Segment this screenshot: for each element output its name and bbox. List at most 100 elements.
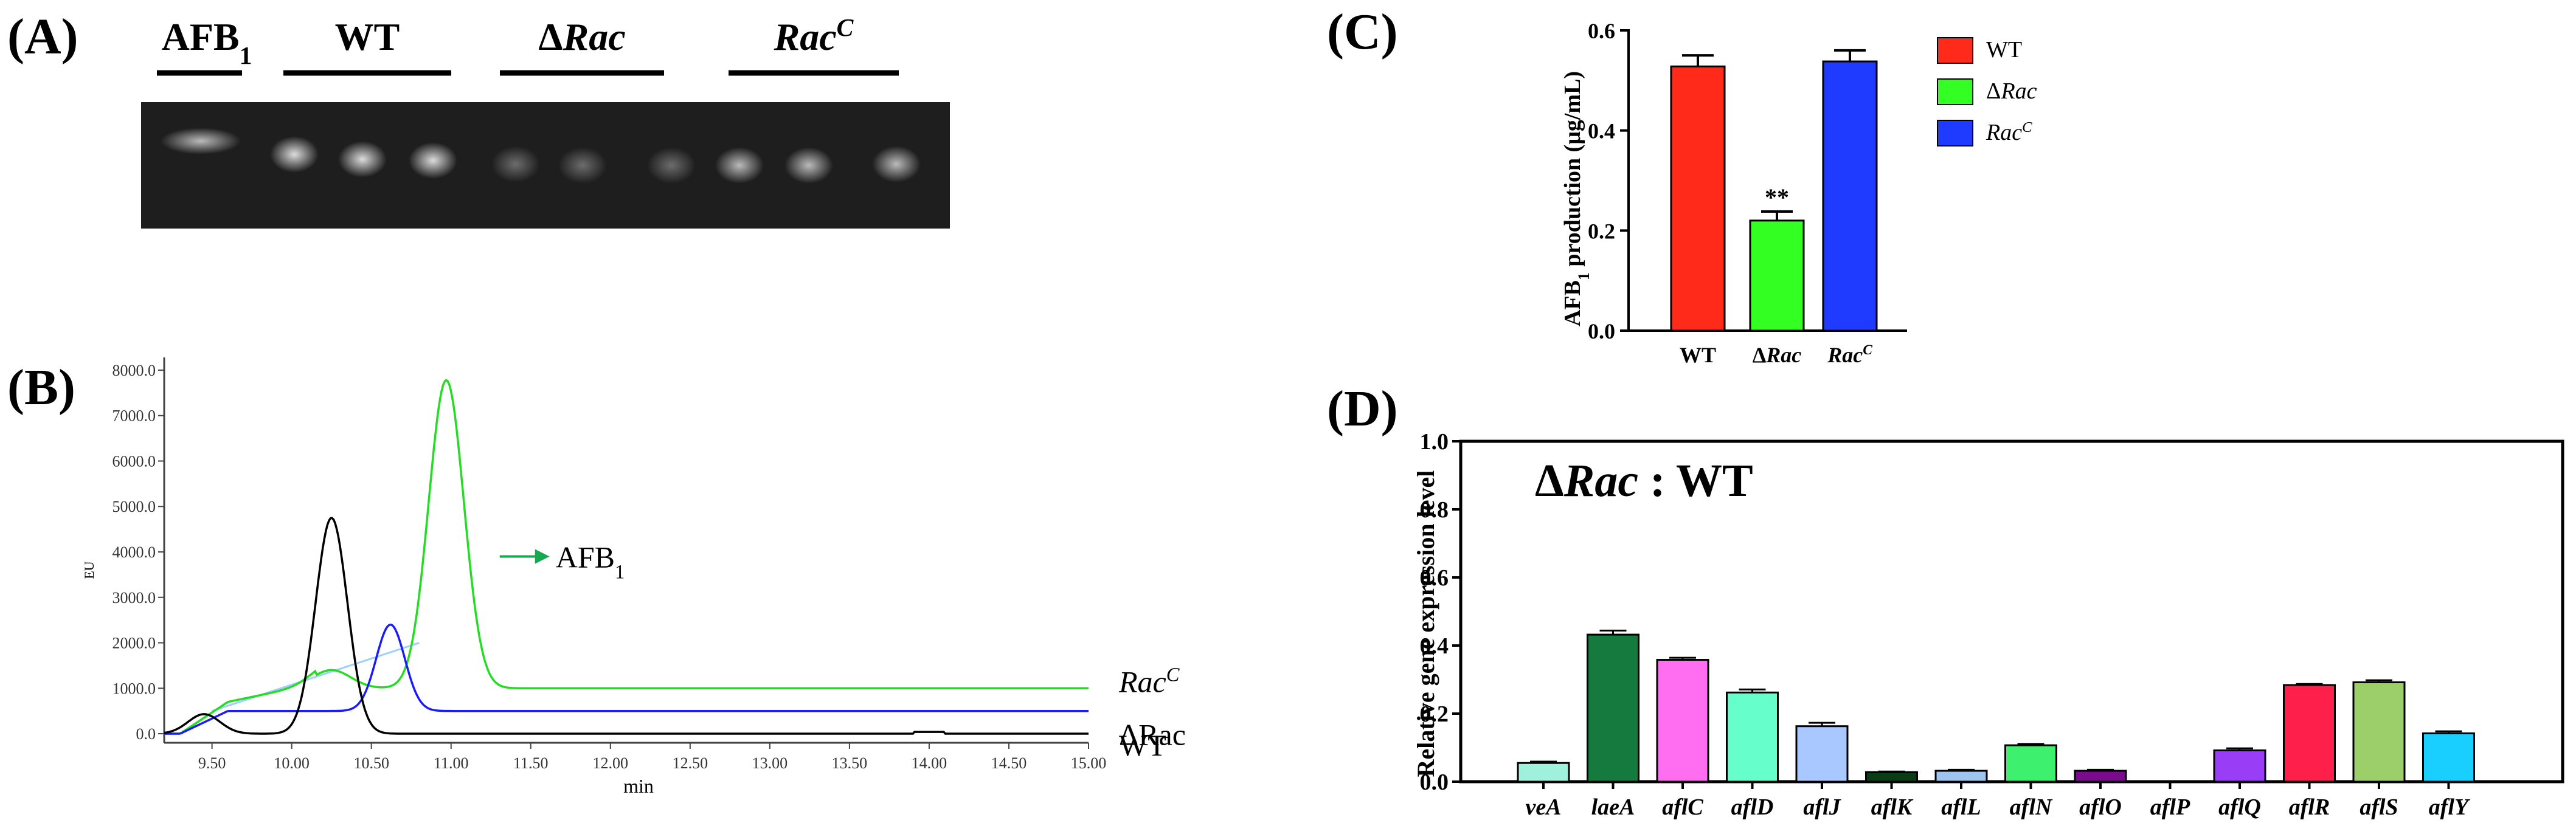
bar-wt <box>1670 65 1726 332</box>
y-axis-title: Relative gene expression level <box>1412 470 1439 777</box>
y-tick-label: 3000.0 <box>113 589 156 607</box>
chromatogram-chart: 9.50 10.00 10.50 11.00 11.50 12.00 12.50 13.00 1… <box>81 357 1186 797</box>
tlc-lane-labels: AFB1 WT ΔRac RacC <box>157 13 899 76</box>
lane-label-racc: RacC <box>774 13 854 58</box>
y-tick-label: 5000.0 <box>113 498 156 515</box>
y-tick-label: 1000.0 <box>113 680 156 697</box>
y-tick-label: 0.2 <box>1588 219 1615 243</box>
bar-afld <box>1726 691 1779 783</box>
y-tick-label: 6000.0 <box>113 452 156 470</box>
x-tick-label-laea: laeA <box>1591 794 1635 820</box>
x-tick-label-aflq: aflQ <box>2218 794 2261 820</box>
x-tick-label-wt: WT <box>1680 343 1716 367</box>
bar-racc <box>1822 60 1878 332</box>
y-tick-label: 4000.0 <box>113 543 156 561</box>
y-tick-label: 0.6 <box>1420 565 1449 591</box>
bar-afll <box>1934 770 1988 783</box>
x-tick-label-delta-rac: ΔRac <box>1753 343 1802 367</box>
x-tick-label-aflr: aflR <box>2289 794 2330 820</box>
x-tick-label: 12.00 <box>593 754 629 772</box>
lane-label-delta-rac: ΔRac <box>538 15 625 58</box>
chart-title: ΔRac : WT <box>1535 455 1753 506</box>
tlc-spots <box>161 128 921 184</box>
y-tick-label: 0.4 <box>1588 119 1615 143</box>
integration-baseline <box>212 642 420 712</box>
x-tick-label: 11.50 <box>513 754 549 772</box>
x-tick-label-vea: veA <box>1525 794 1561 820</box>
x-tick-label: 12.50 <box>673 754 708 772</box>
x-tick-label-aflk: aflK <box>1871 794 1914 820</box>
x-tick-label: 13.50 <box>832 754 868 772</box>
x-tick-label: 10.50 <box>353 754 389 772</box>
bar-laea <box>1587 633 1639 783</box>
afb1-annotation: AFB1 <box>556 540 625 583</box>
series-label-racc: RacC <box>1118 664 1180 698</box>
bar-afln <box>2004 744 2057 783</box>
tlc-spot <box>161 128 241 154</box>
x-tick-label-aflc: aflC <box>1662 794 1703 820</box>
tlc-spot <box>491 146 540 182</box>
legend-label-delta-rac: ΔRac <box>1986 78 2037 104</box>
x-tick-label: 14.00 <box>912 754 947 772</box>
x-tick-label: 9.50 <box>198 754 226 772</box>
x-tick-label-afls: aflS <box>2360 794 2398 820</box>
tlc-spot <box>558 147 607 184</box>
y-tick-label: 2000.0 <box>113 635 156 652</box>
y-tick-label: 0.0 <box>1420 770 1449 795</box>
bar-afly <box>2422 732 2475 783</box>
tlc-spot <box>409 142 457 179</box>
legend-swatch-racc <box>1937 120 1973 146</box>
series-label-delta-rac: ΔRac <box>1119 718 1186 752</box>
y-tick-label: 0.4 <box>1420 633 1449 659</box>
y-tick-label: 0.8 <box>1420 497 1449 523</box>
bar-vea <box>1517 762 1570 783</box>
bar-aflr <box>2283 684 2336 783</box>
significance-marker: ** <box>1765 184 1789 211</box>
series-line-racc <box>164 379 1089 735</box>
x-tick-label-racc: RacC <box>1827 342 1872 367</box>
panel-label-b: (B) <box>7 359 75 416</box>
x-tick-label-aflj: aflJ <box>1803 794 1841 820</box>
legend-label-wt: WT <box>1986 37 2022 63</box>
bar-aflj <box>1795 725 1849 783</box>
gene-expression-chart: 0.0 0.2 0.4 0.6 0.8 1.0 Relative gene expressi… <box>1412 429 2564 820</box>
bar-aflo <box>2074 770 2127 783</box>
x-tick-label-afll: aflL <box>1941 794 1981 820</box>
x-axis-title: min <box>623 775 654 797</box>
bar-delta-rac <box>1749 219 1805 332</box>
bar-aflq <box>2213 749 2266 783</box>
y-axis-title: AFB1 production (μg/mL) <box>1560 71 1593 326</box>
bar-aflc <box>1656 659 1709 783</box>
x-tick-label-afly: aflY <box>2429 794 2471 820</box>
legend-swatch-wt <box>1937 37 1973 64</box>
tlc-spot <box>338 141 387 177</box>
y-tick-label: 0.6 <box>1588 19 1615 43</box>
panel-label-c: (C) <box>1327 4 1398 60</box>
y-tick-label: 7000.0 <box>113 407 156 425</box>
y-tick-label: 8000.0 <box>113 362 156 379</box>
y-tick-label: 0.0 <box>1588 319 1615 343</box>
bar-afls <box>2352 681 2406 783</box>
bar-aflk <box>1865 771 1918 783</box>
x-tick-label: 10.00 <box>274 754 310 772</box>
tlc-spot <box>784 147 833 184</box>
y-axis-title: EU <box>81 561 97 579</box>
x-tick-label-aflp: aflP <box>2150 794 2190 820</box>
x-tick-label: 14.50 <box>991 754 1027 772</box>
afb1-arrow-head <box>535 549 550 564</box>
lane-label-afb1: AFB1 <box>162 15 252 69</box>
legend-swatch-delta-rac <box>1937 78 1973 105</box>
x-tick-label: 11.00 <box>434 754 469 772</box>
x-tick-label: 13.00 <box>752 754 788 772</box>
panel-label-a: (A) <box>7 9 78 65</box>
tlc-spot <box>270 136 319 173</box>
tlc-spot <box>647 147 696 184</box>
x-tick-label-afln: aflN <box>2010 794 2053 820</box>
series-label-wt: WT <box>1119 728 1166 762</box>
x-tick-label: 15.00 <box>1071 754 1107 772</box>
y-tick-label: 1.0 <box>1420 429 1449 455</box>
x-tick-label-afld: aflD <box>1731 794 1774 820</box>
series-line-delta-rac <box>164 623 1089 735</box>
series-line-wt <box>164 517 1089 735</box>
